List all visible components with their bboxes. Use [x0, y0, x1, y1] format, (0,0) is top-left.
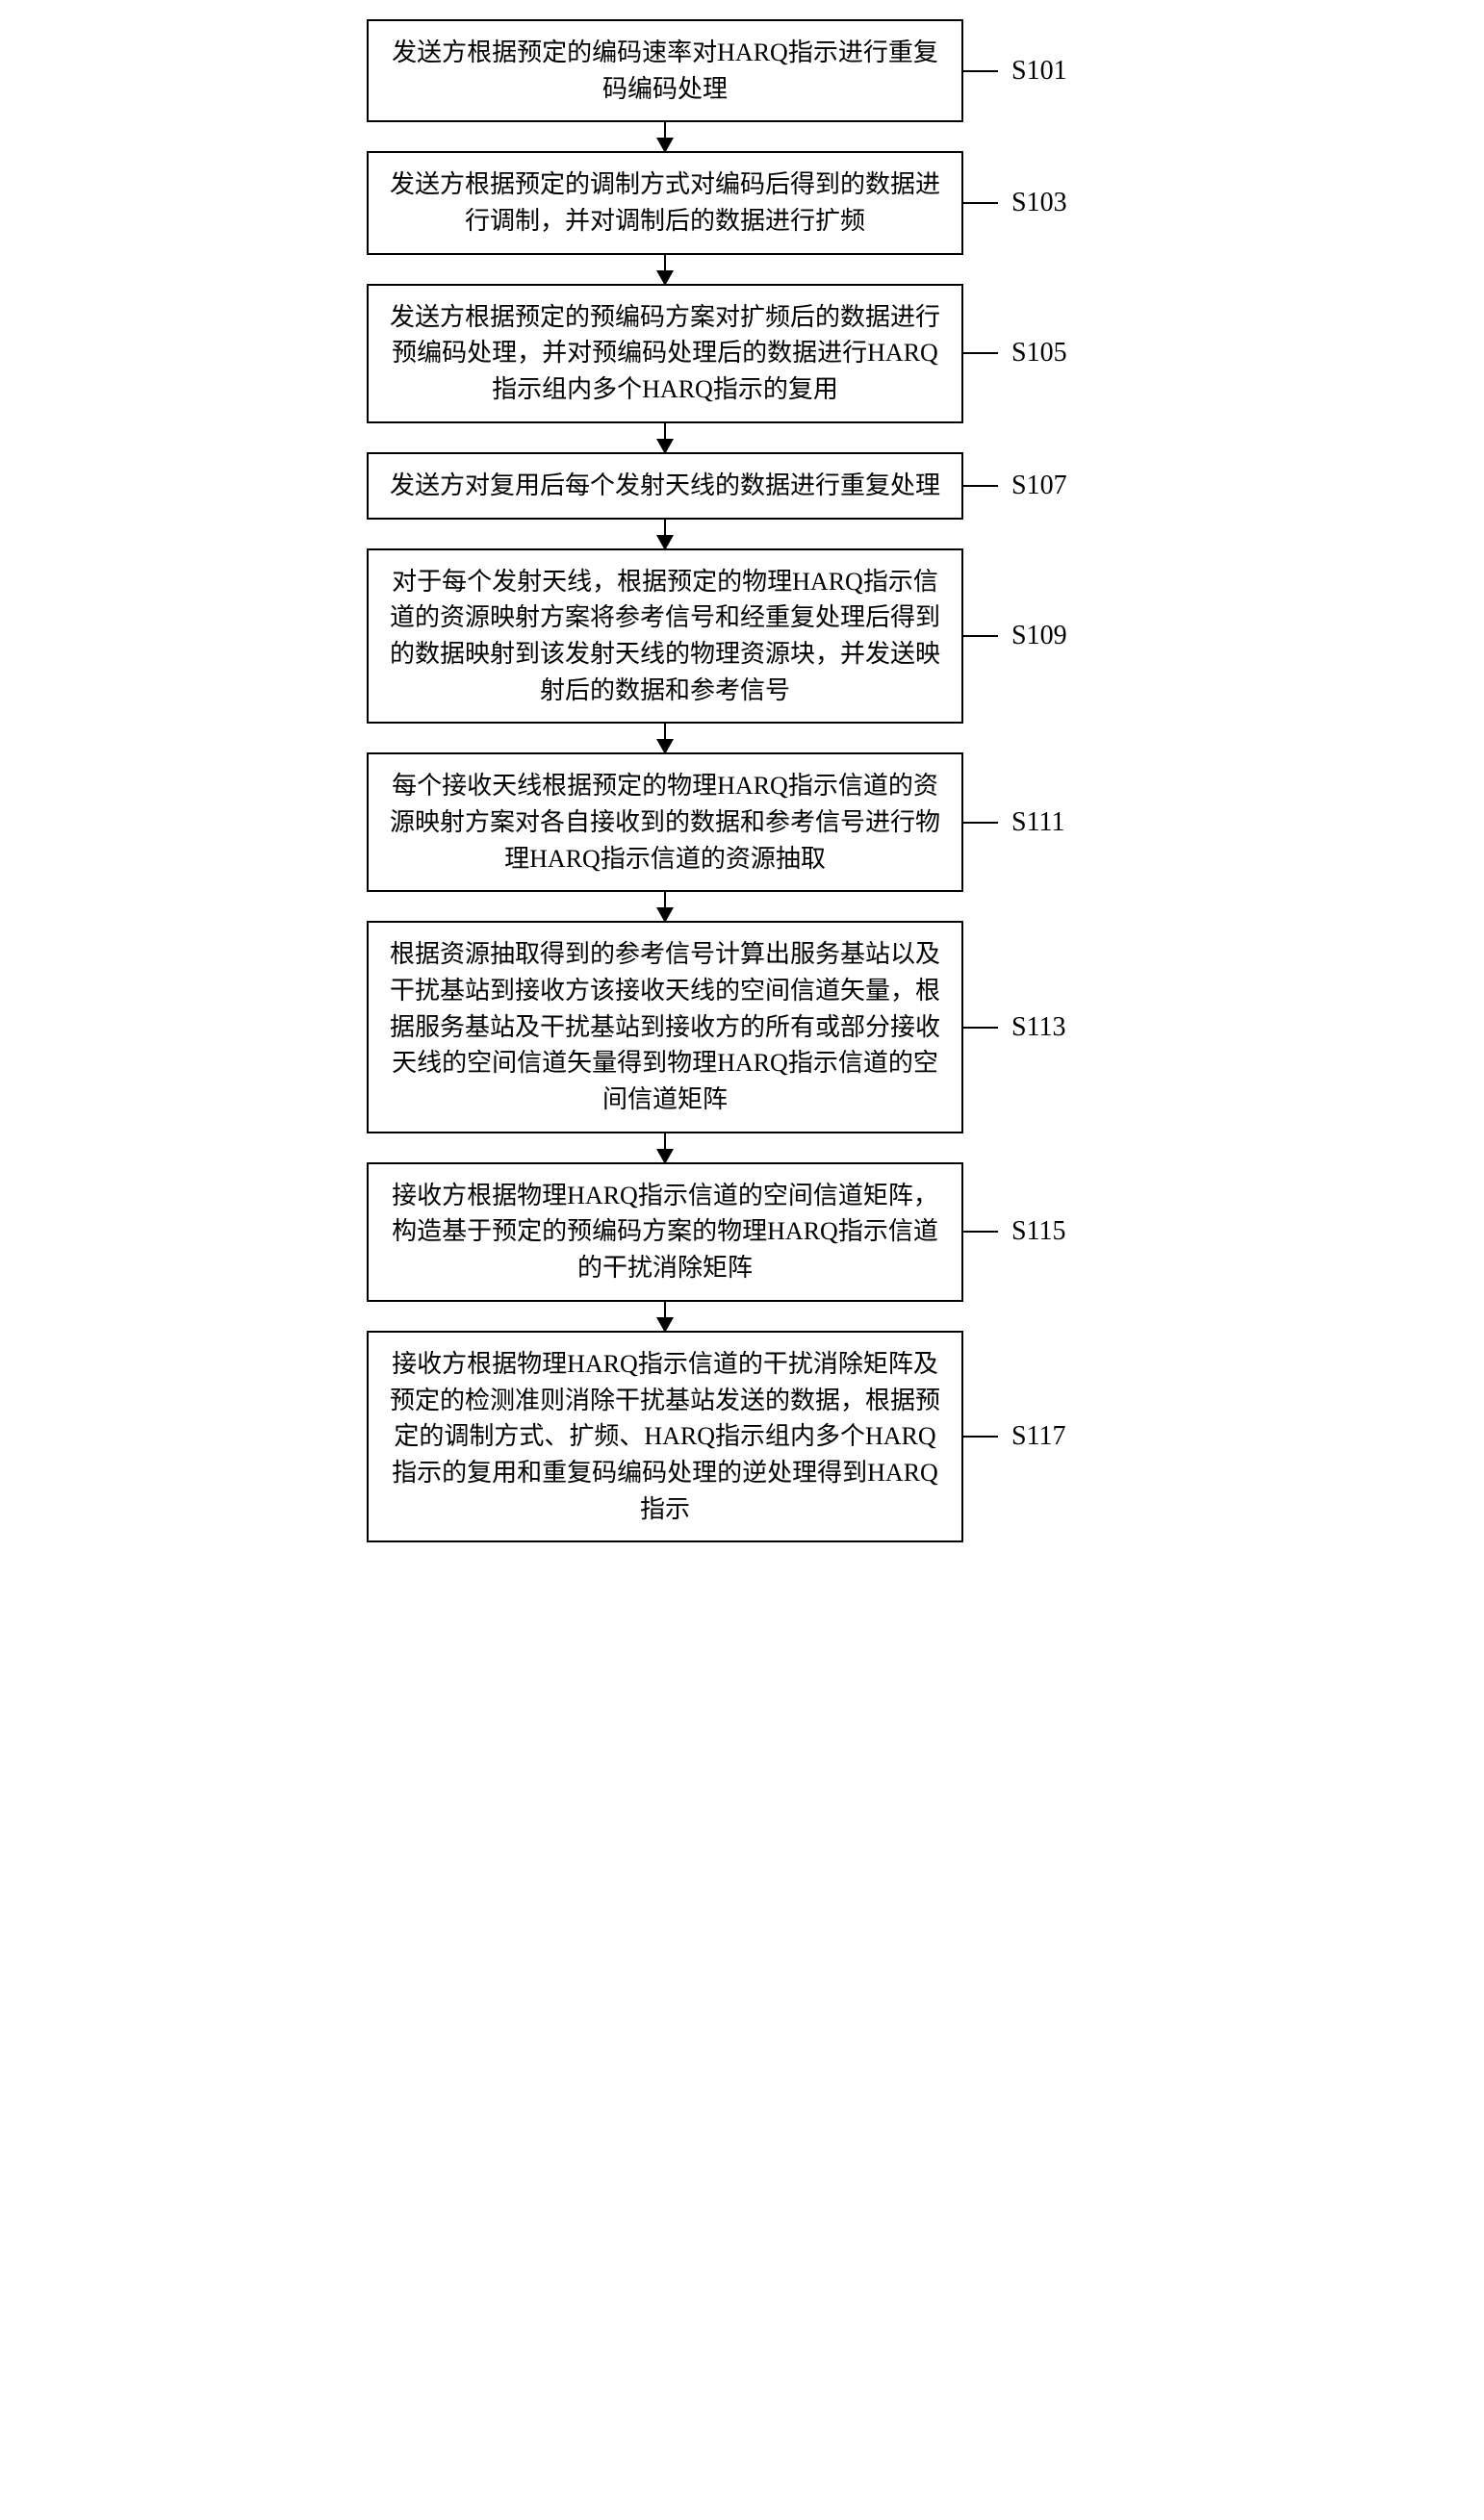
flowchart-container: 发送方根据预定的编码速率对HARQ指示进行重复码编码处理 S101 发送方根据预…	[367, 19, 1117, 1542]
step-label: S111	[1011, 807, 1065, 838]
flow-step: 接收方根据物理HARQ指示信道的空间信道矩阵，构造基于预定的预编码方案的物理HA…	[367, 1162, 1117, 1302]
step-text: 根据资源抽取得到的参考信号计算出服务基站以及干扰基站到接收方该接收天线的空间信道…	[390, 940, 940, 1113]
step-box: 接收方根据物理HARQ指示信道的干扰消除矩阵及预定的检测准则消除干扰基站发送的数…	[367, 1331, 963, 1542]
flow-step: 发送方根据预定的编码速率对HARQ指示进行重复码编码处理 S101	[367, 19, 1117, 122]
flow-step: 根据资源抽取得到的参考信号计算出服务基站以及干扰基站到接收方该接收天线的空间信道…	[367, 921, 1117, 1133]
step-box: 接收方根据物理HARQ指示信道的空间信道矩阵，构造基于预定的预编码方案的物理HA…	[367, 1162, 963, 1302]
arrow-icon	[664, 892, 666, 921]
label-wrap: S107	[963, 471, 1117, 501]
label-wrap: S113	[963, 1012, 1117, 1043]
label-connector	[963, 70, 998, 72]
label-connector	[963, 1436, 998, 1438]
arrow-icon	[664, 520, 666, 548]
label-wrap: S103	[963, 188, 1117, 218]
step-text: 发送方根据预定的调制方式对编码后得到的数据进行调制，并对调制后的数据进行扩频	[390, 170, 940, 235]
step-label: S117	[1011, 1421, 1066, 1452]
label-wrap: S105	[963, 338, 1117, 369]
label-connector	[963, 485, 998, 487]
label-wrap: S101	[963, 56, 1117, 87]
step-text: 接收方根据物理HARQ指示信道的干扰消除矩阵及预定的检测准则消除干扰基站发送的数…	[390, 1350, 940, 1523]
flow-step: 发送方根据预定的预编码方案对扩频后的数据进行预编码处理，并对预编码处理后的数据进…	[367, 284, 1117, 423]
arrow-icon	[664, 1133, 666, 1162]
label-wrap: S109	[963, 621, 1117, 651]
step-label: S115	[1011, 1216, 1066, 1247]
arrow-icon	[664, 255, 666, 284]
label-connector	[963, 1027, 998, 1029]
arrow-icon	[664, 1302, 666, 1331]
flow-step: 接收方根据物理HARQ指示信道的干扰消除矩阵及预定的检测准则消除干扰基站发送的数…	[367, 1331, 1117, 1542]
arrow-icon	[664, 122, 666, 151]
label-wrap: S111	[963, 807, 1117, 838]
step-box: 发送方对复用后每个发射天线的数据进行重复处理	[367, 452, 963, 520]
arrow-icon	[664, 423, 666, 452]
label-connector	[963, 1231, 998, 1233]
flow-step: 每个接收天线根据预定的物理HARQ指示信道的资源映射方案对各自接收到的数据和参考…	[367, 752, 1117, 892]
step-text: 发送方对复用后每个发射天线的数据进行重复处理	[390, 471, 940, 499]
step-box: 发送方根据预定的编码速率对HARQ指示进行重复码编码处理	[367, 19, 963, 122]
step-text: 接收方根据物理HARQ指示信道的空间信道矩阵，构造基于预定的预编码方案的物理HA…	[392, 1182, 938, 1282]
step-box: 发送方根据预定的调制方式对编码后得到的数据进行调制，并对调制后的数据进行扩频	[367, 151, 963, 254]
step-text: 每个接收天线根据预定的物理HARQ指示信道的资源映射方案对各自接收到的数据和参考…	[390, 772, 940, 872]
step-label: S105	[1011, 338, 1067, 369]
arrow-icon	[664, 724, 666, 752]
step-box: 发送方根据预定的预编码方案对扩频后的数据进行预编码处理，并对预编码处理后的数据进…	[367, 284, 963, 423]
step-label: S101	[1011, 56, 1067, 87]
label-connector	[963, 352, 998, 354]
step-box: 根据资源抽取得到的参考信号计算出服务基站以及干扰基站到接收方该接收天线的空间信道…	[367, 921, 963, 1133]
flow-step: 发送方对复用后每个发射天线的数据进行重复处理 S107	[367, 452, 1117, 520]
step-text: 对于每个发射天线，根据预定的物理HARQ指示信道的资源映射方案将参考信号和经重复…	[390, 568, 940, 704]
step-label: S113	[1011, 1012, 1066, 1043]
step-box: 每个接收天线根据预定的物理HARQ指示信道的资源映射方案对各自接收到的数据和参考…	[367, 752, 963, 892]
label-connector	[963, 635, 998, 637]
label-connector	[963, 822, 998, 824]
step-box: 对于每个发射天线，根据预定的物理HARQ指示信道的资源映射方案将参考信号和经重复…	[367, 548, 963, 725]
flow-step: 发送方根据预定的调制方式对编码后得到的数据进行调制，并对调制后的数据进行扩频 S…	[367, 151, 1117, 254]
step-label: S109	[1011, 621, 1067, 651]
label-connector	[963, 202, 998, 204]
step-text: 发送方根据预定的预编码方案对扩频后的数据进行预编码处理，并对预编码处理后的数据进…	[390, 303, 940, 403]
label-wrap: S117	[963, 1421, 1117, 1452]
step-label: S103	[1011, 188, 1067, 218]
step-label: S107	[1011, 471, 1067, 501]
label-wrap: S115	[963, 1216, 1117, 1247]
flow-step: 对于每个发射天线，根据预定的物理HARQ指示信道的资源映射方案将参考信号和经重复…	[367, 548, 1117, 725]
step-text: 发送方根据预定的编码速率对HARQ指示进行重复码编码处理	[392, 38, 938, 103]
